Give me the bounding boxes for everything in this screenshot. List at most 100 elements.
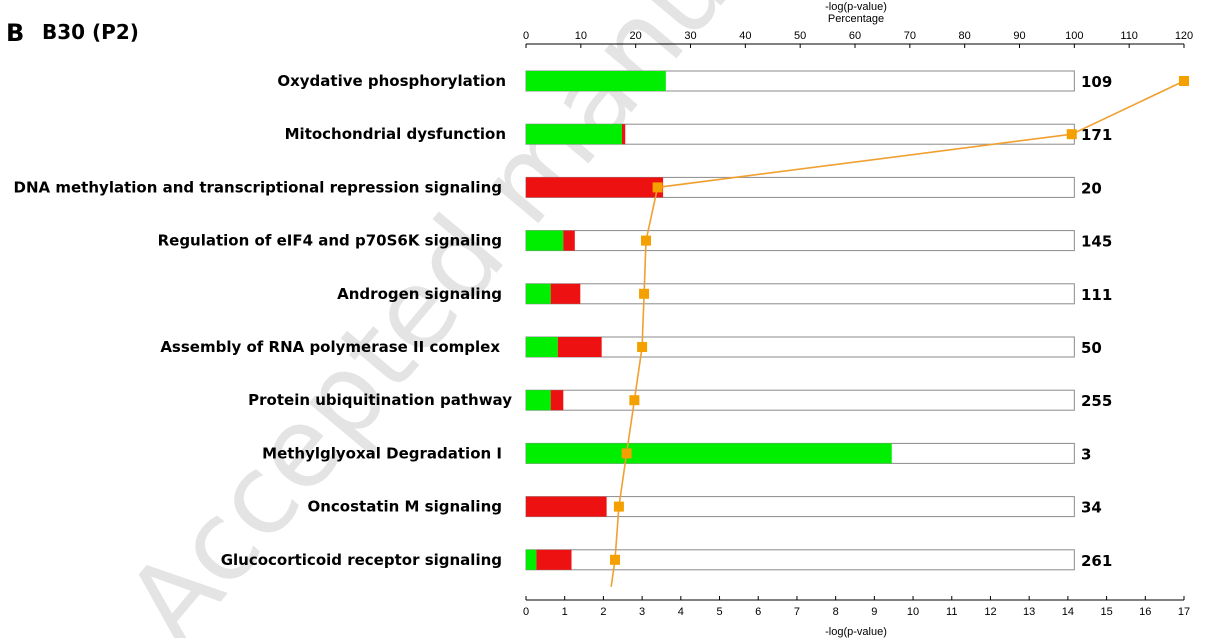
top-tick-label: 120 <box>1175 30 1193 42</box>
bottom-tick-label: 3 <box>639 606 645 618</box>
bottom-tick-label: 15 <box>1100 606 1112 618</box>
bar-up-segment <box>550 390 564 411</box>
bar-track <box>525 389 1075 411</box>
panel-letter: B <box>6 19 24 47</box>
pathway-label: Glucocorticoid receptor signaling <box>221 551 502 569</box>
bar-rows: Oxydative phosphorylation 109 Mitochondria… <box>14 70 1112 571</box>
bottom-tick-label: 5 <box>716 606 722 618</box>
bottom-tick-label: 10 <box>907 606 919 618</box>
bottom-tick-label: 8 <box>833 606 839 618</box>
p-value-marker <box>621 448 632 459</box>
bottom-tick-label: 16 <box>1139 606 1151 618</box>
bottom-tick-label: 6 <box>755 606 761 618</box>
pathway-row: DNA methylation and transcriptional repr… <box>14 176 1102 198</box>
bar-track <box>525 230 1075 252</box>
p-value-marker <box>639 288 650 299</box>
bar-up-segment <box>550 283 581 304</box>
pathway-label: Oncostatin M signaling <box>307 498 502 516</box>
bar-down-segment <box>526 549 537 570</box>
bottom-axis-title: -log(p-value) <box>825 626 887 638</box>
p-value-marker <box>629 395 640 406</box>
molecule-count: 255 <box>1081 392 1112 410</box>
bottom-tick-label: 4 <box>678 606 684 618</box>
molecule-count: 261 <box>1081 552 1112 570</box>
bottom-axis: 0 1 2 3 4 5 6 7 8 9 10 11 12 13 14 15 16 17 <box>523 596 1190 618</box>
p-value-line <box>610 76 1189 587</box>
molecule-count: 20 <box>1081 179 1102 197</box>
bar-up-segment <box>563 230 575 251</box>
molecule-count: 109 <box>1081 73 1112 91</box>
top-tick-label: 80 <box>959 30 971 42</box>
pathway-label: Assembly of RNA polymerase II complex <box>160 338 500 356</box>
pathway-row: Assembly of RNA polymerase II complex 50 <box>160 336 1102 358</box>
bar-up-segment <box>557 337 602 357</box>
bar-down-segment <box>526 71 666 91</box>
bottom-tick-label: 1 <box>562 606 568 618</box>
bar-down-segment <box>526 390 551 411</box>
top-tick-label: 60 <box>849 30 861 42</box>
bar-down-segment <box>526 124 622 145</box>
pathway-row: Methylglyoxal Degradation I 3 <box>262 442 1091 464</box>
panel-title: B30 (P2) <box>42 20 139 44</box>
pathway-row: Mitochondrial dysfunction 171 <box>285 123 1112 145</box>
bar-track <box>525 549 1075 571</box>
molecule-count: 145 <box>1081 233 1112 251</box>
molecule-count: 171 <box>1081 126 1112 144</box>
top-tick-label: 40 <box>739 30 751 42</box>
top-tick-label: 50 <box>794 30 806 42</box>
top-tick-label: 20 <box>630 30 642 42</box>
p-value-marker <box>640 235 651 246</box>
bar-up-segment <box>526 496 607 517</box>
p-value-marker <box>637 342 648 352</box>
bottom-tick-label: 17 <box>1178 606 1190 618</box>
pathway-row: Oxydative phosphorylation 109 <box>277 70 1112 92</box>
bottom-tick-label: 11 <box>946 606 957 618</box>
bar-up-segment <box>621 124 626 145</box>
pathway-label: Protein ubiquitination pathway <box>248 391 512 409</box>
bar-track <box>525 496 1075 518</box>
molecule-count: 3 <box>1081 445 1091 463</box>
bar-up-segment <box>526 177 664 198</box>
pathway-row: Oncostatin M signaling 34 <box>307 496 1102 518</box>
bar-up-segment <box>536 549 572 570</box>
bar-down-segment <box>526 283 551 304</box>
molecule-count: 50 <box>1081 339 1102 357</box>
pathway-label: Regulation of eIF4 and p70S6K signaling <box>158 232 502 250</box>
bottom-tick-label: 0 <box>523 606 529 618</box>
top-tick-label: 0 <box>523 30 529 42</box>
pathway-row: Regulation of eIF4 and p70S6K signaling 1… <box>158 230 1112 252</box>
pathway-label: DNA methylation and transcriptional repr… <box>14 178 502 196</box>
pathway-label: Methylglyoxal Degradation I <box>262 444 502 462</box>
pathway-label: Androgen signaling <box>337 285 502 303</box>
pathway-row: Protein ubiquitination pathway 255 <box>248 389 1112 411</box>
bottom-tick-label: 12 <box>984 606 996 618</box>
top-tick-label: 110 <box>1120 30 1138 42</box>
top-tick-label: 30 <box>684 30 696 42</box>
top-tick-label: 90 <box>1013 30 1025 42</box>
pathway-row: Androgen signaling 111 <box>337 283 1112 305</box>
p-value-marker <box>610 554 621 565</box>
bottom-tick-label: 9 <box>871 606 877 618</box>
bar-track <box>525 283 1075 305</box>
bar-down-segment <box>526 337 558 357</box>
bottom-tick-label: 13 <box>1023 606 1035 618</box>
bottom-tick-label: 14 <box>1062 606 1074 618</box>
bottom-tick-label: 7 <box>794 606 800 618</box>
bar-track <box>525 336 1075 358</box>
pathway-label: Mitochondrial dysfunction <box>285 125 506 143</box>
top-tick-label: 70 <box>904 30 916 42</box>
top-axis-title-partial: -log(p-value) <box>825 1 887 13</box>
top-axis: 0 10 20 30 40 50 60 70 80 90 100 110 120 <box>523 30 1193 48</box>
molecule-count: 34 <box>1081 499 1102 517</box>
pathway-label: Oxydative phosphorylation <box>277 72 506 90</box>
p-value-marker <box>652 182 663 193</box>
top-axis-title: Percentage <box>828 13 884 25</box>
bar-down-segment <box>526 230 564 251</box>
p-value-marker <box>613 501 624 512</box>
p-value-marker <box>1179 76 1189 86</box>
watermark: Accepted manuscript <box>102 0 951 638</box>
top-tick-label: 100 <box>1065 30 1083 42</box>
bar-down-segment <box>526 443 892 464</box>
bottom-tick-label: 2 <box>600 606 606 618</box>
